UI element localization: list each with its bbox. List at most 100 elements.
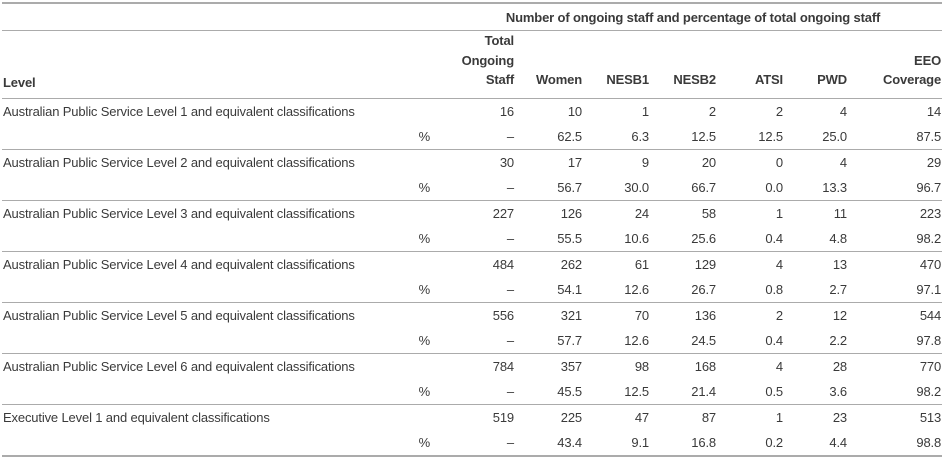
level-label-empty xyxy=(2,276,378,303)
percent-nesb1: 10.6 xyxy=(583,225,650,252)
count-eeo-coverage: 223 xyxy=(919,205,942,221)
unit-cell-empty xyxy=(378,200,444,226)
percent-total-ongoing-staff: – xyxy=(444,225,515,252)
percent-total-ongoing-staff: – xyxy=(444,429,515,457)
percent-eeo-coverage: 98.8 xyxy=(848,429,943,457)
count-eeo-coverage: 470 xyxy=(919,256,942,272)
count-women: 17 xyxy=(567,154,582,170)
table-body: Australian Public Service Level 1 and eq… xyxy=(2,98,943,457)
count-atsi: 0 xyxy=(775,154,783,170)
unit-cell-empty xyxy=(378,98,444,124)
percent-nesb2: 25.6 xyxy=(650,225,717,252)
percent-nesb2: 12.5 xyxy=(650,123,717,150)
percent-nesb1: 6.3 xyxy=(583,123,650,150)
spanner-spacer xyxy=(2,2,444,31)
column-header-pwd: PWD xyxy=(784,30,848,99)
count-atsi: 2 xyxy=(775,307,783,323)
unit-cell-empty xyxy=(378,149,444,175)
count-eeo-coverage: 513 xyxy=(919,409,942,425)
level-label: Executive Level 1 and equivalent classif… xyxy=(3,409,270,425)
percent-symbol: % xyxy=(378,123,444,150)
table-row-counts: Australian Public Service Level 3 and eq… xyxy=(2,200,942,226)
percent-nesb1: 12.6 xyxy=(583,327,650,354)
count-nesb1: 47 xyxy=(634,409,649,425)
percent-nesb2: 66.7 xyxy=(650,174,717,201)
percent-eeo-coverage: 87.5 xyxy=(848,123,943,150)
percent-nesb2: 16.8 xyxy=(650,429,717,457)
percent-pwd: 13.3 xyxy=(784,174,848,201)
column-header-women: Women xyxy=(515,30,583,99)
count-nesb1: 98 xyxy=(634,358,649,374)
count-pwd: 28 xyxy=(832,358,847,374)
table-spanner-title: Number of ongoing staff and percentage o… xyxy=(444,2,943,31)
table-row-counts: Australian Public Service Level 1 and eq… xyxy=(2,98,942,124)
percent-symbol: % xyxy=(378,378,444,405)
count-eeo-coverage: 544 xyxy=(919,307,942,323)
table-row-percents: % – 54.1 12.6 26.7 0.8 2.7 97.1 xyxy=(2,276,943,303)
count-nesb2: 20 xyxy=(701,154,716,170)
count-pwd: 13 xyxy=(832,256,847,272)
table-row-counts: Australian Public Service Level 6 and eq… xyxy=(2,353,942,379)
count-total-ongoing-staff: 30 xyxy=(499,154,514,170)
count-eeo-coverage: 770 xyxy=(919,358,942,374)
percent-women: 56.7 xyxy=(515,174,583,201)
percent-nesb1: 9.1 xyxy=(583,429,650,457)
count-eeo-coverage: 29 xyxy=(926,154,942,170)
column-header-unit-spacer xyxy=(378,30,444,99)
count-total-ongoing-staff: 16 xyxy=(499,103,514,119)
count-total-ongoing-staff: 784 xyxy=(492,358,514,374)
unit-cell-empty xyxy=(378,353,444,379)
count-nesb2: 136 xyxy=(694,307,716,323)
table-header: Number of ongoing staff and percentage o… xyxy=(2,2,943,99)
count-atsi: 4 xyxy=(775,358,783,374)
count-nesb1: 61 xyxy=(634,256,649,272)
column-header-row: Level Total Ongoing Staff Women NESB1 NE… xyxy=(2,30,943,99)
table-row-percents: % – 45.5 12.5 21.4 0.5 3.6 98.2 xyxy=(2,378,943,405)
percent-total-ongoing-staff: – xyxy=(444,378,515,405)
count-nesb2: 129 xyxy=(694,256,716,272)
column-header-nesb2: NESB2 xyxy=(650,30,717,99)
percent-atsi: 0.8 xyxy=(717,276,784,303)
table-row-counts: Australian Public Service Level 4 and eq… xyxy=(2,251,942,277)
percent-nesb2: 21.4 xyxy=(650,378,717,405)
count-nesb2: 168 xyxy=(694,358,716,374)
percent-total-ongoing-staff: – xyxy=(444,123,515,150)
count-women: 225 xyxy=(560,409,582,425)
percent-atsi: 0.2 xyxy=(717,429,784,457)
count-nesb1: 1 xyxy=(641,103,649,119)
level-label: Australian Public Service Level 1 and eq… xyxy=(3,103,355,119)
count-total-ongoing-staff: 484 xyxy=(492,256,514,272)
count-women: 262 xyxy=(560,256,582,272)
level-label: Australian Public Service Level 3 and eq… xyxy=(3,205,355,221)
percent-eeo-coverage: 98.2 xyxy=(848,378,943,405)
count-pwd: 11 xyxy=(833,205,847,221)
count-atsi: 4 xyxy=(775,256,783,272)
column-header-total-ongoing-staff: Total Ongoing Staff xyxy=(444,30,515,99)
level-label-empty xyxy=(2,378,378,405)
percent-nesb1: 12.6 xyxy=(583,276,650,303)
table-row-counts: Australian Public Service Level 5 and eq… xyxy=(2,302,942,328)
percent-women: 55.5 xyxy=(515,225,583,252)
count-nesb1: 9 xyxy=(641,154,649,170)
count-eeo-coverage: 14 xyxy=(926,103,942,119)
level-label-empty xyxy=(2,123,378,150)
level-label: Australian Public Service Level 2 and eq… xyxy=(3,154,355,170)
count-pwd: 23 xyxy=(832,409,847,425)
percent-pwd: 3.6 xyxy=(784,378,848,405)
count-atsi: 1 xyxy=(775,205,783,221)
percent-symbol: % xyxy=(378,327,444,354)
level-label: Australian Public Service Level 5 and eq… xyxy=(3,307,355,323)
percent-atsi: 0.4 xyxy=(717,225,784,252)
unit-cell-empty xyxy=(378,302,444,328)
percent-total-ongoing-staff: – xyxy=(444,276,515,303)
percent-pwd: 2.7 xyxy=(784,276,848,303)
percent-women: 43.4 xyxy=(515,429,583,457)
unit-cell-empty xyxy=(378,251,444,277)
count-pwd: 12 xyxy=(832,307,847,323)
percent-eeo-coverage: 97.8 xyxy=(848,327,943,354)
count-pwd: 4 xyxy=(839,154,847,170)
percent-eeo-coverage: 98.2 xyxy=(848,225,943,252)
table-row-counts: Australian Public Service Level 2 and eq… xyxy=(2,149,942,175)
spanner-row: Number of ongoing staff and percentage o… xyxy=(2,2,943,31)
percent-women: 45.5 xyxy=(515,378,583,405)
